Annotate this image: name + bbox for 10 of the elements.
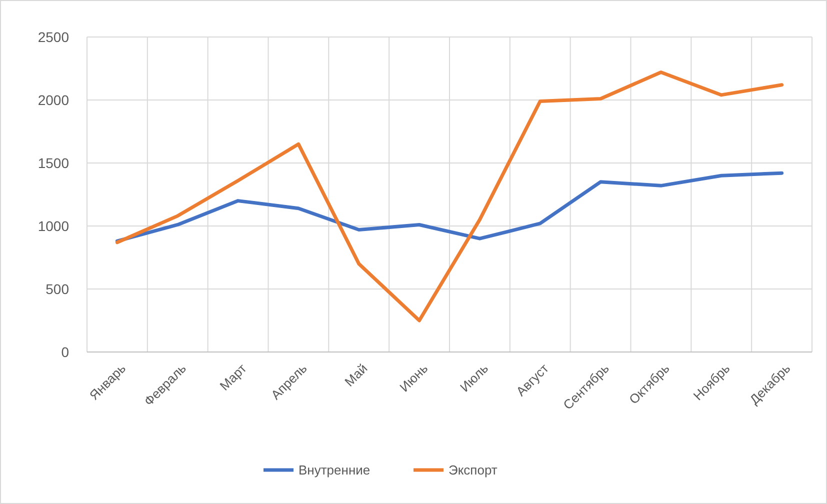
y-tick-label: 0 (61, 344, 70, 360)
line-series (115, 70, 784, 322)
legend-label: Внутренние (298, 462, 370, 478)
y-tick-label: 1500 (38, 154, 70, 171)
legend-label: Экспорт (448, 462, 498, 478)
line-series (115, 171, 784, 243)
y-tick-label: 2000 (38, 92, 70, 108)
y-tick-label: 500 (46, 280, 70, 297)
y-tick-label: 1000 (38, 218, 70, 234)
y-tick-label: 2500 (38, 28, 70, 45)
